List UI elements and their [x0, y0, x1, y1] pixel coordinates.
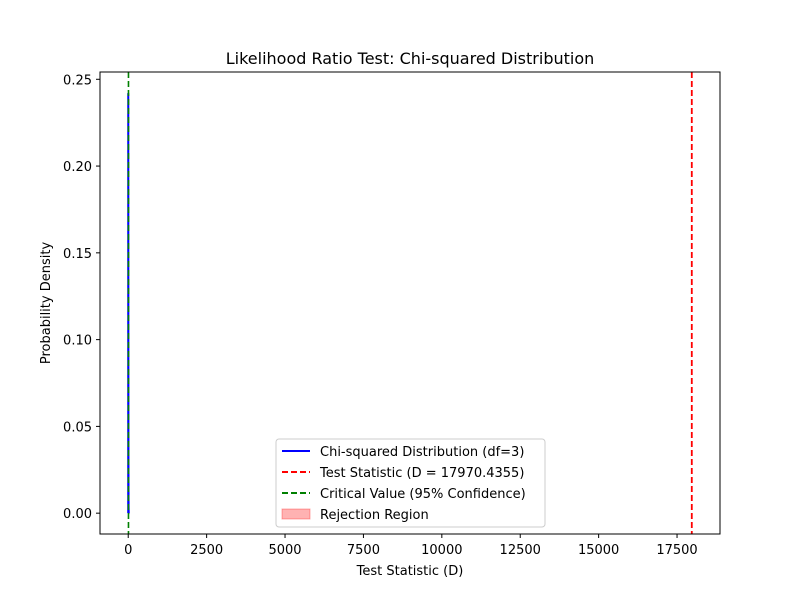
chart-title: Likelihood Ratio Test: Chi-squared Distr… — [226, 49, 595, 68]
y-tick-label: 0.10 — [63, 334, 92, 349]
x-axis-label: Test Statistic (D) — [356, 564, 464, 579]
x-tick-label: 12500 — [500, 543, 541, 558]
y-tick-label: 0.15 — [63, 247, 92, 262]
plot-layer — [127, 72, 693, 534]
x-tick-label: 17500 — [656, 543, 697, 558]
legend-label: Test Statistic (D = 17970.4355) — [319, 466, 524, 481]
x-tick-label: 15000 — [578, 543, 619, 558]
x-tick-label: 0 — [124, 543, 132, 558]
legend-label: Chi-squared Distribution (df=3) — [320, 445, 524, 460]
plot-frame — [99, 71, 721, 535]
x-axis-ticks: 0 2500 5000 7500 10000 12500 15000 17500 — [124, 534, 698, 558]
legend-label: Rejection Region — [320, 508, 429, 523]
legend-box — [275, 438, 546, 528]
x-tick-label: 7500 — [347, 543, 380, 558]
y-tick-label: 0.25 — [63, 73, 92, 88]
legend-patch-handle — [281, 508, 311, 520]
legend: Chi-squared Distribution (df=3) Test Stat… — [275, 438, 546, 528]
x-tick-label: 2500 — [190, 543, 223, 558]
y-tick-label: 0.20 — [63, 160, 92, 175]
y-tick-label: 0.05 — [63, 420, 92, 435]
y-axis-label: Probability Density — [39, 242, 54, 365]
x-tick-label: 5000 — [268, 543, 301, 558]
y-axis-ticks: 0.00 0.05 0.10 0.15 0.20 0.25 — [63, 73, 100, 522]
y-tick-label: 0.00 — [63, 507, 92, 522]
legend-label: Critical Value (95% Confidence) — [320, 487, 526, 502]
x-tick-label: 10000 — [421, 543, 462, 558]
